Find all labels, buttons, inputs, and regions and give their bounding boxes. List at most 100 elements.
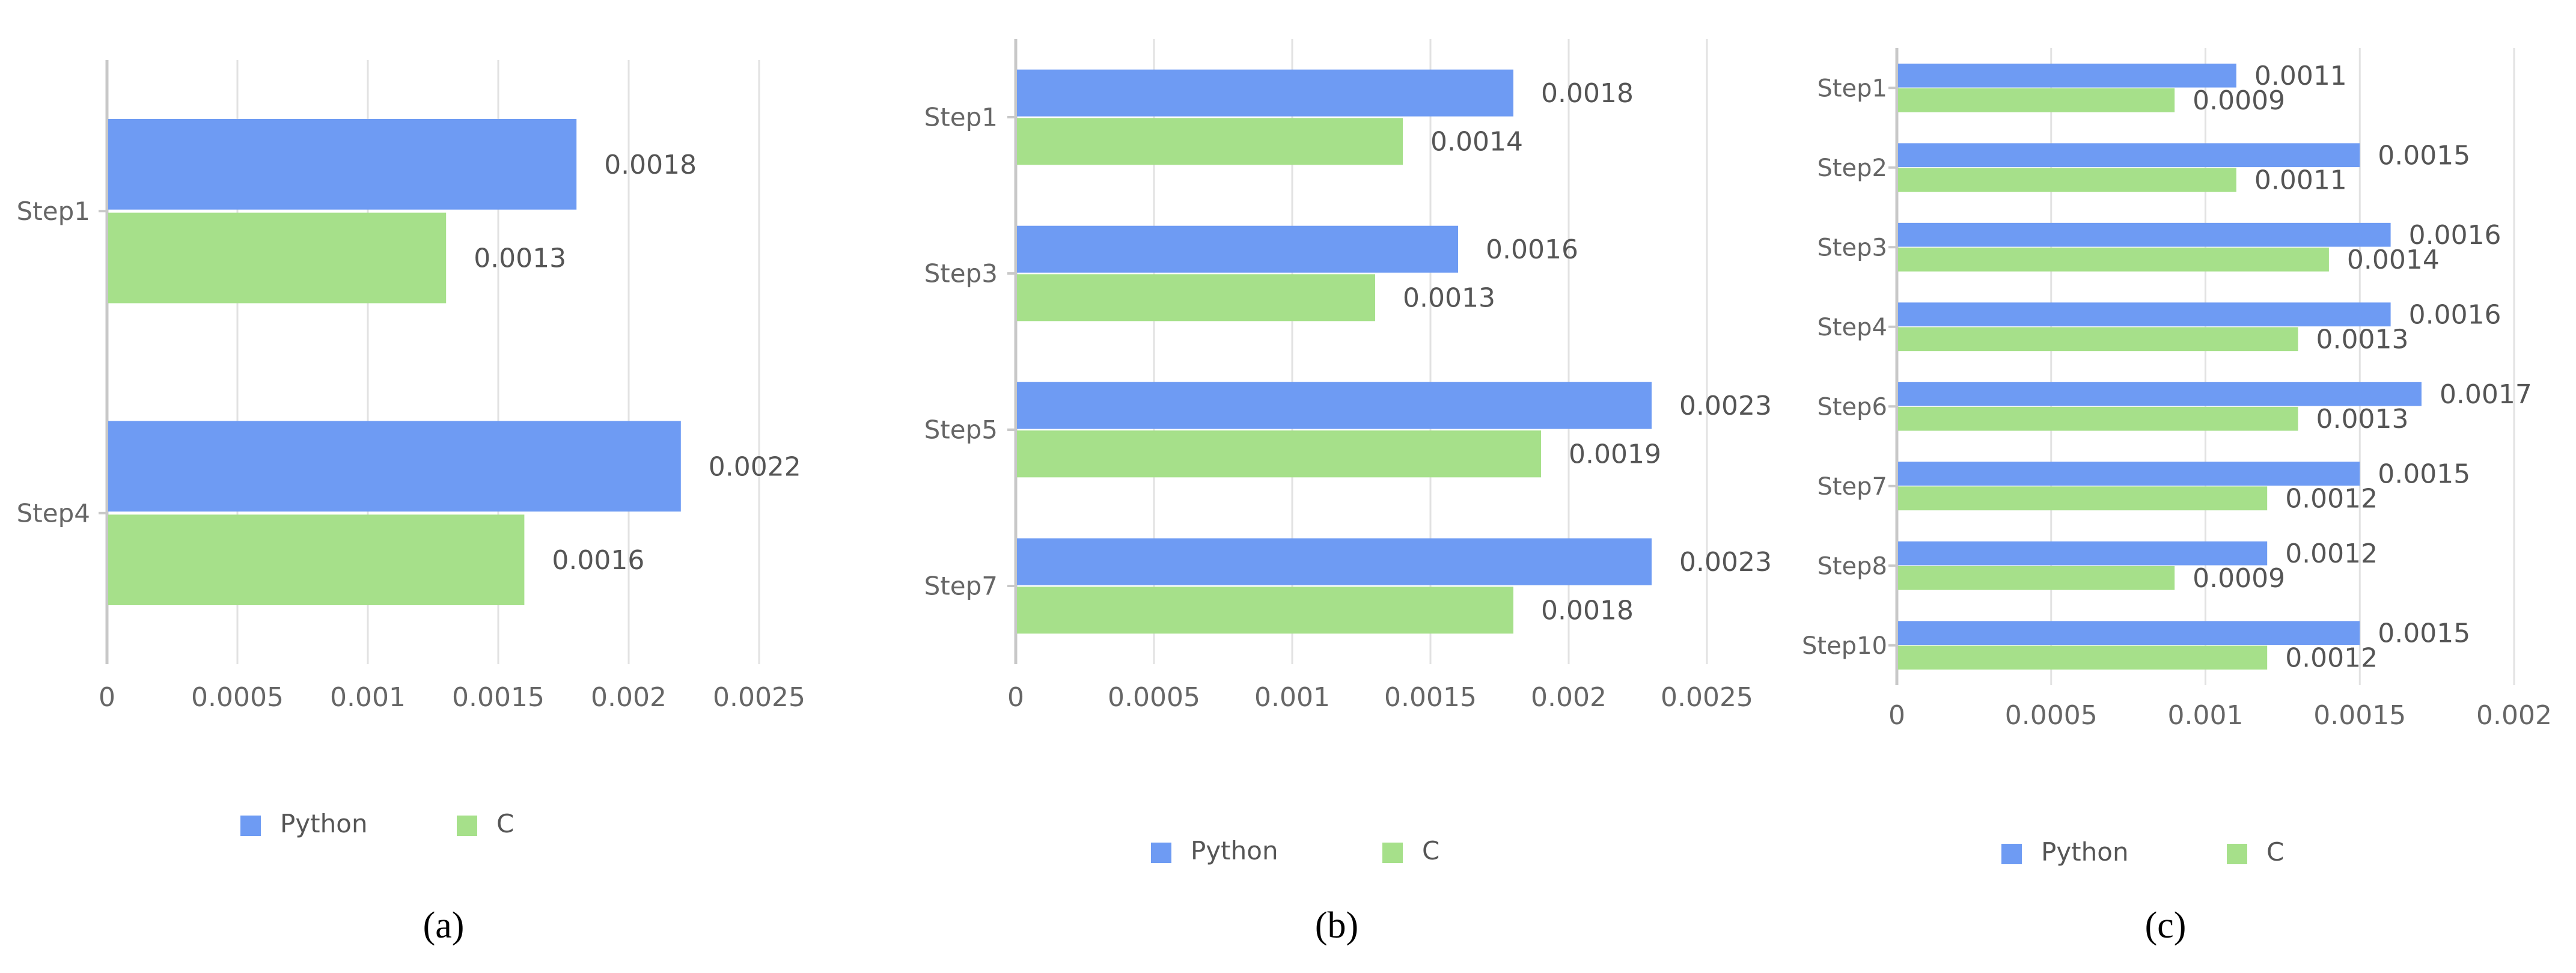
legend-swatch-python	[2001, 844, 2022, 864]
category-label: Step1	[17, 197, 90, 226]
x-tick-label: 0.001	[330, 682, 406, 713]
x-tick-label: 0.002	[591, 682, 667, 713]
legend-label-python: Python	[280, 809, 368, 838]
x-tick-label: 0.002	[2476, 700, 2552, 731]
category-label: Step8	[1817, 552, 1887, 580]
bar-c-step7	[1898, 486, 2268, 511]
x-tick-label: 0.002	[1531, 682, 1607, 713]
panel-caption: (b)	[1315, 905, 1358, 946]
value-label: 0.0009	[2193, 563, 2285, 594]
value-label: 0.0011	[2254, 165, 2347, 196]
bar-c-step6	[1898, 406, 2298, 431]
bar-python-step7	[1898, 462, 2360, 486]
bar-c-step5	[1017, 430, 1541, 478]
bar-c-step8	[1898, 566, 2175, 590]
bar-c-step3	[1017, 274, 1375, 322]
bar-python-step10	[1898, 621, 2360, 645]
category-label: Step1	[924, 103, 998, 132]
bar-c-step1	[1017, 118, 1403, 165]
bar-c-step4	[108, 514, 525, 606]
value-label: 0.0018	[604, 150, 697, 180]
x-tick-label: 0	[1007, 682, 1024, 713]
value-label: 0.0012	[2285, 538, 2378, 569]
x-tick-label: 0.0005	[191, 682, 284, 713]
x-tick-label: 0.0005	[2005, 700, 2098, 731]
bar-c-step1	[1898, 88, 2175, 112]
bar-python-step3	[1898, 222, 2391, 247]
x-tick-label: 0.0015	[2313, 700, 2406, 731]
legend-swatch-c	[2227, 844, 2247, 864]
legend: Python C	[240, 809, 514, 838]
bar-python-step1	[1898, 63, 2236, 88]
bar-c-step10	[1898, 645, 2268, 670]
x-tick-label: 0.001	[1254, 682, 1330, 713]
value-label: 0.0018	[1541, 596, 1634, 626]
category-label: Step4	[17, 498, 90, 528]
bar-python-step7	[1017, 538, 1652, 585]
value-label: 0.0011	[2254, 61, 2347, 91]
category-label: Step10	[1802, 632, 1887, 660]
bar-python-step1	[108, 118, 577, 210]
value-label: 0.0018	[1541, 78, 1634, 109]
bar-c-step7	[1017, 587, 1513, 634]
chart-c: 0 0.0005 0.001 0.0015 0.002 Step1 0.0011 0.0009…	[1802, 48, 2552, 946]
value-label: 0.0016	[2409, 220, 2501, 251]
value-label: 0.0014	[2347, 245, 2440, 275]
legend-label-python: Python	[2041, 837, 2129, 867]
value-label: 0.0014	[1430, 127, 1523, 157]
panel-caption: (c)	[2145, 905, 2187, 946]
x-tick-label: 0.0015	[452, 682, 545, 713]
bar-python-step2	[1898, 143, 2360, 168]
legend-swatch-python	[1151, 843, 1171, 863]
value-label: 0.0013	[474, 243, 566, 274]
legend-label-c: C	[1422, 836, 1439, 865]
chart-a: 0 0.0005 0.001 0.0015 0.002 0.0025 Step1 0.0018…	[17, 60, 805, 946]
bar-python-step4	[1898, 302, 2391, 327]
category-label: Step7	[924, 572, 998, 601]
x-tick-label: 0.0025	[1661, 682, 1753, 713]
value-label: 0.0017	[2440, 379, 2532, 410]
x-tick-label: 0.0015	[1384, 682, 1477, 713]
bar-python-step6	[1898, 382, 2422, 406]
value-label: 0.0015	[2378, 618, 2470, 649]
value-label: 0.0013	[2316, 325, 2409, 355]
value-label: 0.0023	[1679, 547, 1772, 578]
category-label: Step1	[1817, 75, 1887, 102]
legend-label-c: C	[496, 809, 514, 838]
x-tick-label: 0	[1888, 700, 1905, 731]
legend-label-python: Python	[1191, 836, 1278, 865]
category-label: Step3	[1817, 234, 1887, 261]
bar-c-step3	[1898, 247, 2329, 272]
x-tick-label: 0.0005	[1108, 682, 1200, 713]
legend-swatch-c	[457, 816, 477, 836]
value-label: 0.0015	[2378, 141, 2470, 171]
bar-c-step1	[108, 212, 447, 303]
legend-swatch-python	[240, 816, 261, 836]
value-label: 0.0015	[2378, 459, 2470, 490]
bar-c-step2	[1898, 168, 2236, 192]
category-label: Step5	[924, 415, 998, 445]
panel-caption: (a)	[423, 905, 465, 946]
value-label: 0.0016	[2409, 300, 2501, 331]
value-label: 0.0013	[2316, 404, 2409, 435]
value-label: 0.0016	[552, 545, 644, 576]
legend-label-c: C	[2266, 837, 2284, 867]
category-label: Step2	[1817, 154, 1887, 182]
category-label: Step4	[1817, 314, 1887, 341]
bar-python-step3	[1017, 225, 1458, 273]
x-tick-label: 0.0025	[713, 682, 805, 713]
bar-python-step1	[1017, 69, 1513, 117]
legend-swatch-c	[1382, 843, 1403, 863]
bar-c-step4	[1898, 327, 2298, 352]
category-label: Step7	[1817, 473, 1887, 501]
x-tick-label: 0.001	[2168, 700, 2244, 731]
value-label: 0.0016	[1486, 234, 1578, 265]
category-label: Step6	[1817, 393, 1887, 421]
value-label: 0.0019	[1569, 439, 1661, 470]
legend: Python C	[2001, 837, 2284, 867]
value-label: 0.0012	[2285, 484, 2378, 514]
bar-python-step8	[1898, 541, 2268, 566]
category-label: Step3	[924, 259, 998, 288]
value-label: 0.0012	[2285, 643, 2378, 674]
legend: Python C	[1151, 836, 1439, 865]
